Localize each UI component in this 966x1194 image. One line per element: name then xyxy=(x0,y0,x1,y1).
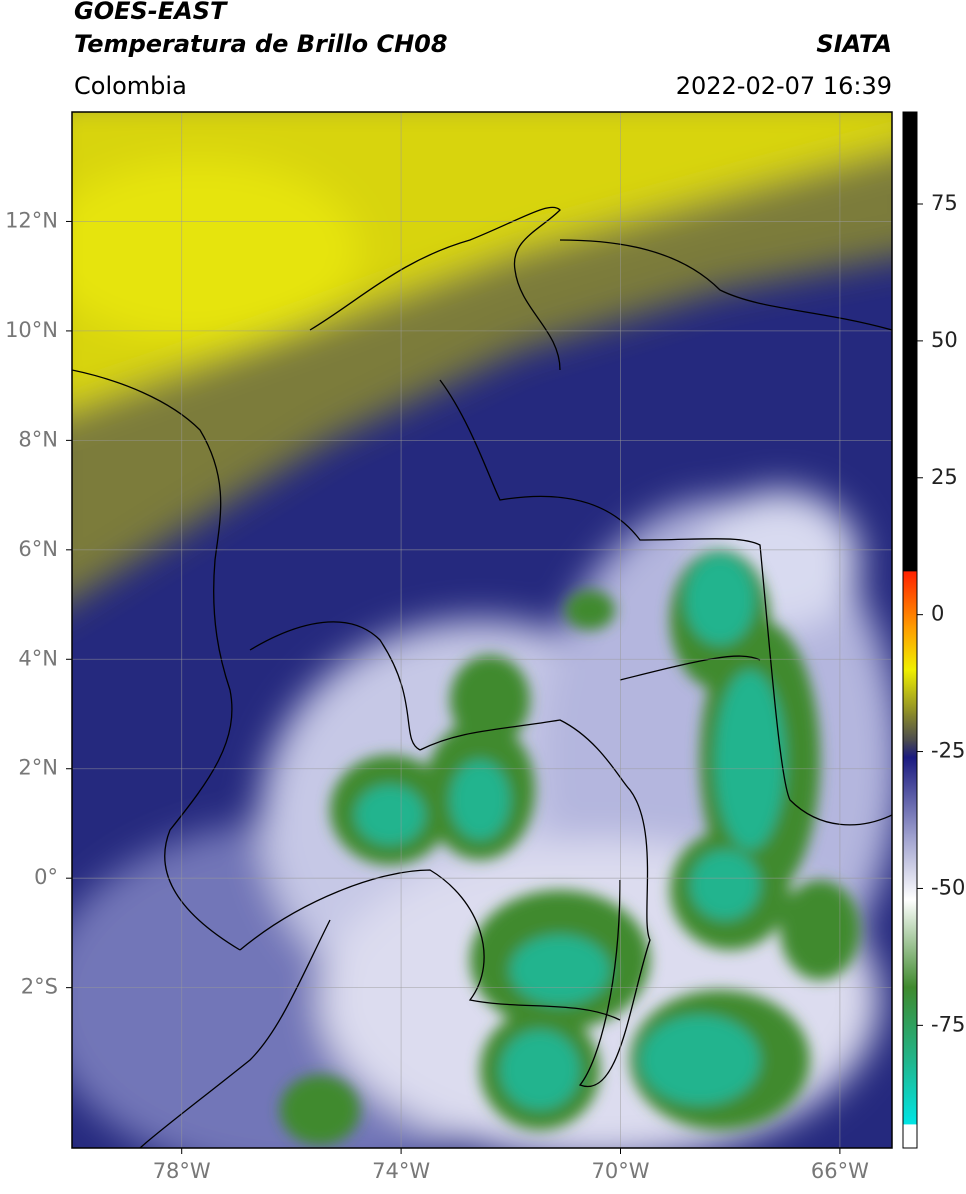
region: Colombia xyxy=(74,72,187,100)
x-tick-label: 70°W xyxy=(591,1159,649,1183)
colorbar-frame xyxy=(902,111,918,1149)
colorbar-segment xyxy=(903,757,917,835)
map-frame xyxy=(71,111,893,1149)
y-tick-label: 10°N xyxy=(5,318,58,342)
colorbar-tick-label: 0 xyxy=(931,602,944,626)
colorbar-segment xyxy=(903,669,917,714)
colorbar-segment xyxy=(903,570,917,627)
colorbar-tick-label: 50 xyxy=(931,328,958,352)
y-tick-label: 2°N xyxy=(18,756,58,780)
colorbar-segment xyxy=(903,899,917,988)
colorbar-segment xyxy=(903,625,917,670)
colorbar-segment xyxy=(903,740,917,758)
y-tick-label: 12°N xyxy=(5,208,58,232)
datetime: 2022-02-07 16:39 xyxy=(676,72,892,100)
colorbar-segment xyxy=(903,1063,917,1125)
colorbar-tick-label: -75 xyxy=(931,1012,965,1036)
y-tick-label: 2°S xyxy=(21,975,58,999)
x-tick-label: 74°W xyxy=(372,1159,430,1183)
y-tick-label: 4°N xyxy=(18,646,58,670)
title: GOES-EAST xyxy=(74,0,228,25)
colorbar-segment xyxy=(903,987,917,1065)
y-tick-label: 6°N xyxy=(18,537,58,561)
x-tick-label: 78°W xyxy=(153,1159,211,1183)
colorbar-segment xyxy=(903,1123,917,1149)
source: SIATA xyxy=(816,30,892,58)
colorbar-segment xyxy=(903,112,917,572)
y-tick-label: 0° xyxy=(34,865,58,889)
borders xyxy=(72,206,892,1148)
colorbar-segment xyxy=(903,833,917,900)
y-tick-label: 8°N xyxy=(18,427,58,451)
colorbar-segment xyxy=(903,713,917,742)
subtitle: Temperatura de Brillo CH08 xyxy=(74,30,448,58)
colorbar-tick-label: -50 xyxy=(931,875,965,899)
colorbar-tick-label: 25 xyxy=(931,465,958,489)
colorbar-tick-label: 75 xyxy=(931,191,958,215)
x-tick-label: 66°W xyxy=(811,1159,869,1183)
satellite-image xyxy=(72,112,892,1148)
colorbar-tick-label: -25 xyxy=(931,739,965,763)
